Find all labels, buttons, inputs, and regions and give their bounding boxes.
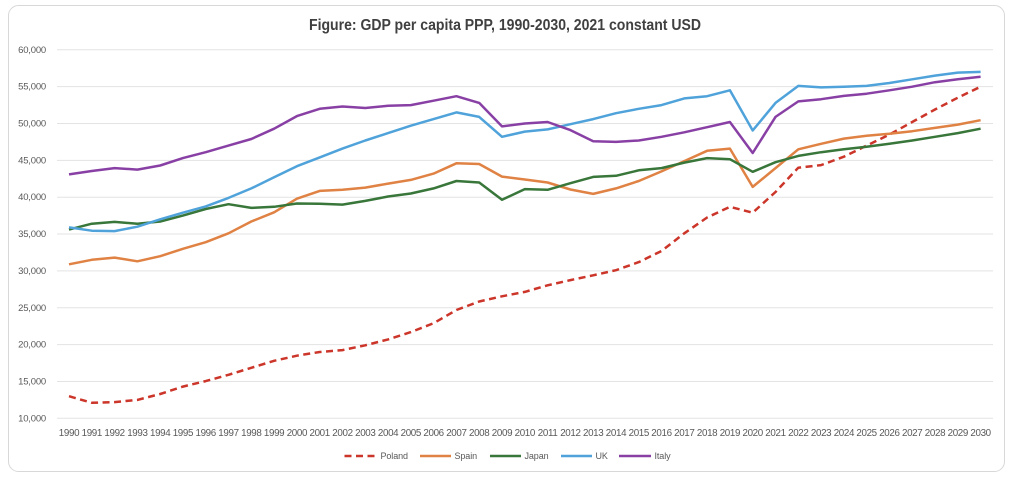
svg-text:25,000: 25,000	[18, 303, 46, 314]
svg-text:1991: 1991	[82, 428, 102, 439]
svg-text:2018: 2018	[697, 428, 718, 439]
svg-text:Japan: Japan	[525, 451, 549, 461]
svg-text:1999: 1999	[264, 428, 284, 439]
svg-text:2019: 2019	[720, 428, 740, 439]
svg-text:2013: 2013	[583, 428, 604, 439]
svg-text:Poland: Poland	[381, 451, 409, 461]
svg-text:2027: 2027	[902, 428, 922, 439]
svg-text:2000: 2000	[287, 428, 308, 439]
svg-text:2003: 2003	[355, 428, 376, 439]
svg-text:2010: 2010	[515, 428, 536, 439]
svg-text:2006: 2006	[423, 428, 444, 439]
svg-text:2008: 2008	[469, 428, 490, 439]
svg-text:40,000: 40,000	[18, 192, 46, 203]
svg-text:2023: 2023	[811, 428, 832, 439]
svg-text:2029: 2029	[948, 428, 968, 439]
svg-text:2028: 2028	[925, 428, 946, 439]
svg-text:2026: 2026	[879, 428, 900, 439]
svg-text:10,000: 10,000	[18, 413, 46, 424]
svg-text:2020: 2020	[742, 428, 763, 439]
svg-text:2016: 2016	[651, 428, 672, 439]
svg-text:2017: 2017	[674, 428, 694, 439]
svg-text:1997: 1997	[218, 428, 238, 439]
svg-text:2021: 2021	[765, 428, 785, 439]
svg-text:2011: 2011	[538, 428, 558, 439]
svg-text:2001: 2001	[309, 428, 329, 439]
svg-text:20,000: 20,000	[18, 340, 46, 351]
svg-text:2022: 2022	[788, 428, 808, 439]
svg-text:2007: 2007	[446, 428, 466, 439]
svg-text:2012: 2012	[560, 428, 580, 439]
svg-text:35,000: 35,000	[18, 229, 46, 240]
svg-text:1992: 1992	[104, 428, 124, 439]
svg-text:45,000: 45,000	[18, 155, 46, 166]
svg-text:2024: 2024	[834, 428, 855, 439]
svg-text:Figure: GDP per capita PPP, 19: Figure: GDP per capita PPP, 1990-2030, 2…	[309, 17, 701, 34]
svg-text:2025: 2025	[856, 428, 877, 439]
svg-text:30,000: 30,000	[18, 266, 46, 277]
svg-text:1996: 1996	[195, 428, 216, 439]
svg-text:UK: UK	[596, 451, 608, 461]
svg-text:2030: 2030	[970, 428, 991, 439]
svg-text:2014: 2014	[606, 428, 627, 439]
svg-text:1995: 1995	[173, 428, 194, 439]
svg-text:60,000: 60,000	[18, 45, 46, 56]
svg-text:2009: 2009	[492, 428, 512, 439]
svg-text:55,000: 55,000	[18, 82, 46, 93]
svg-text:15,000: 15,000	[18, 376, 46, 387]
svg-text:1993: 1993	[127, 428, 148, 439]
svg-text:2004: 2004	[378, 428, 399, 439]
svg-text:50,000: 50,000	[18, 119, 46, 130]
svg-text:1990: 1990	[59, 428, 80, 439]
svg-text:Italy: Italy	[655, 451, 672, 461]
svg-text:2015: 2015	[629, 428, 650, 439]
svg-text:2002: 2002	[332, 428, 352, 439]
svg-text:2005: 2005	[401, 428, 422, 439]
svg-text:1994: 1994	[150, 428, 171, 439]
svg-text:1998: 1998	[241, 428, 262, 439]
svg-text:Spain: Spain	[455, 451, 478, 461]
